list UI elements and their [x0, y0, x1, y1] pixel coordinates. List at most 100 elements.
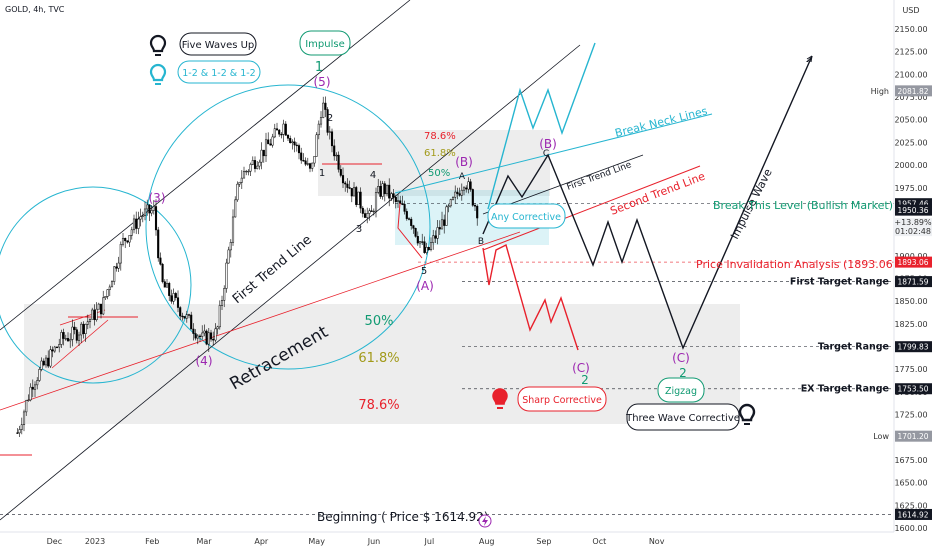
candle-body	[460, 189, 463, 196]
wave-small-3: 3	[356, 224, 362, 235]
candle-body	[280, 133, 283, 136]
candle-body	[245, 170, 248, 173]
price-tick-label: 1775.00	[894, 365, 927, 374]
candle-body	[438, 227, 441, 230]
candle-body	[368, 210, 371, 214]
price-tick-label: 1850.00	[894, 297, 927, 306]
candle-body	[93, 309, 96, 321]
fib-50-label: 50%	[365, 314, 394, 329]
candle-body	[262, 149, 265, 157]
price-tag-label: 2081.82	[897, 87, 928, 96]
candle-body	[25, 400, 28, 413]
time-tick-label: Sep	[536, 537, 551, 546]
candle-body	[462, 187, 466, 191]
candle-body	[181, 315, 184, 318]
impulse-arrow-head	[806, 56, 812, 62]
candle-body	[225, 262, 228, 289]
candle-body	[297, 145, 301, 154]
candle-body	[410, 218, 413, 226]
level-name: High	[871, 87, 889, 96]
candle-body	[300, 152, 303, 161]
candle-body	[449, 199, 452, 207]
price-tag	[895, 204, 932, 216]
wave-small-4: 4	[370, 170, 376, 181]
candle-body	[322, 102, 325, 118]
time-tick-label: Nov	[649, 537, 665, 546]
price-tag-label: 1614.92	[897, 510, 928, 519]
candle-body	[44, 357, 48, 366]
candle-body	[251, 160, 254, 165]
candle-body	[95, 308, 98, 321]
candle-body	[282, 123, 285, 135]
arrow-head-b	[810, 55, 813, 63]
candle-body	[88, 319, 92, 323]
candle-body	[106, 289, 109, 297]
plot-area[interactable]	[0, 0, 894, 532]
candle-body	[190, 314, 193, 330]
price-tick-label: 2125.00	[894, 48, 927, 57]
candle-body	[425, 247, 428, 253]
price-tick-label: 1825.00	[894, 320, 927, 329]
red-support-line	[0, 231, 521, 411]
price-tick-label: 1600.00	[894, 524, 927, 533]
level-name: Low	[873, 432, 889, 441]
candle-body	[421, 241, 424, 243]
time-tick-label: 2023	[85, 537, 105, 546]
candle-body	[60, 332, 63, 345]
any-corrective-label: Any Corrective	[491, 212, 561, 223]
candle-body	[64, 338, 67, 340]
candle-body	[143, 208, 147, 217]
candle-body	[350, 188, 353, 197]
candle-body	[341, 175, 345, 184]
candle-body	[352, 187, 356, 197]
candle-body	[185, 314, 188, 319]
any-corrective-box	[487, 203, 566, 229]
wave-small-1: 1	[319, 168, 325, 179]
candle-body	[249, 164, 252, 172]
candle-body	[348, 187, 351, 189]
candle-body	[183, 316, 186, 319]
candle-body	[161, 263, 164, 282]
price-tag-extra-label: +13.89%	[894, 218, 932, 227]
price-tag	[895, 276, 932, 288]
candle-body	[339, 169, 342, 176]
candle-body	[443, 219, 446, 226]
candle-body	[71, 326, 74, 340]
candle-body	[150, 210, 153, 214]
candle-body	[132, 218, 136, 231]
candle-body	[412, 225, 415, 229]
candle-body	[456, 191, 459, 194]
one-two-label: 1-2 & 1-2 & 1-2	[182, 68, 255, 79]
candle-body	[445, 206, 448, 226]
price-tick-label: 1625.00	[894, 501, 927, 510]
fib-786-label: 78.6%	[358, 398, 399, 413]
lightbulb-icon-black	[738, 403, 756, 425]
candle-body	[62, 332, 65, 339]
candle-body	[346, 183, 349, 188]
fib-small-50-label: 50%	[428, 168, 450, 179]
candle-body	[49, 349, 52, 367]
candle-body	[469, 181, 472, 190]
time-axis[interactable]	[0, 532, 932, 550]
red-abc-small	[397, 202, 423, 259]
candle-body	[115, 266, 118, 269]
candle-body	[141, 215, 144, 217]
candle-body	[253, 160, 257, 169]
beginning-label: Beginning ( Price $ 1614.92)	[317, 510, 489, 524]
candle-body	[102, 297, 105, 315]
price-tick-label: 2025.00	[894, 138, 927, 147]
candle-body	[311, 162, 314, 169]
candle-body	[273, 128, 276, 138]
candle-body	[209, 332, 213, 340]
candle-body	[454, 191, 457, 198]
level-names: High First Target Range Target Range EX Tar…	[790, 87, 890, 441]
candle-body	[137, 218, 140, 229]
three-wave-box	[626, 403, 740, 431]
candle-body	[377, 186, 380, 193]
wave-small-B: B	[478, 237, 484, 247]
candle-body	[22, 411, 26, 426]
candle-body	[66, 338, 70, 342]
candle-body	[128, 235, 131, 243]
price-tick-label: 2100.00	[894, 70, 927, 79]
